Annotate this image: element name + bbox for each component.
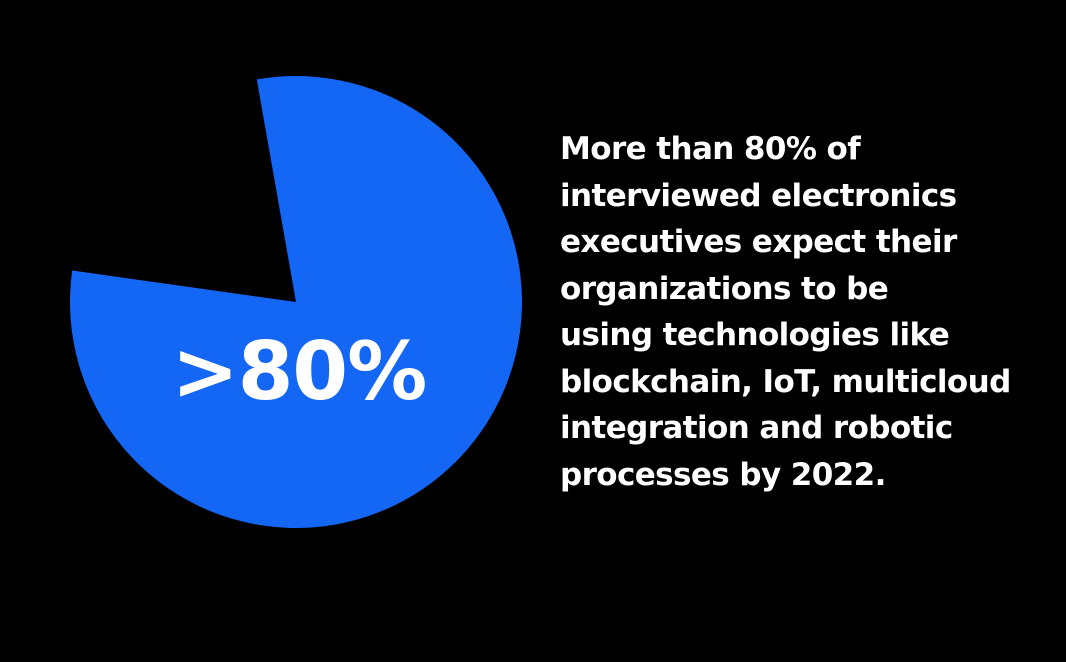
pie-slice	[70, 75, 523, 528]
description-line: integration and robotic	[560, 410, 953, 446]
description-line: organizations to be	[560, 270, 889, 307]
description-text: More than 80% of interviewed electronics…	[560, 126, 1060, 498]
description-line: More than 80% of	[560, 131, 861, 167]
pie-chart	[70, 75, 523, 528]
description-line: executives expect their	[560, 224, 957, 260]
description-line: interviewed electronics	[560, 177, 957, 214]
pie-data-label: >80%	[171, 325, 428, 418]
description-line: blockchain, IoT, multicloud	[560, 363, 1011, 400]
description-line: using technologies like	[560, 317, 950, 353]
description-line: processes by 2022.	[560, 456, 886, 493]
